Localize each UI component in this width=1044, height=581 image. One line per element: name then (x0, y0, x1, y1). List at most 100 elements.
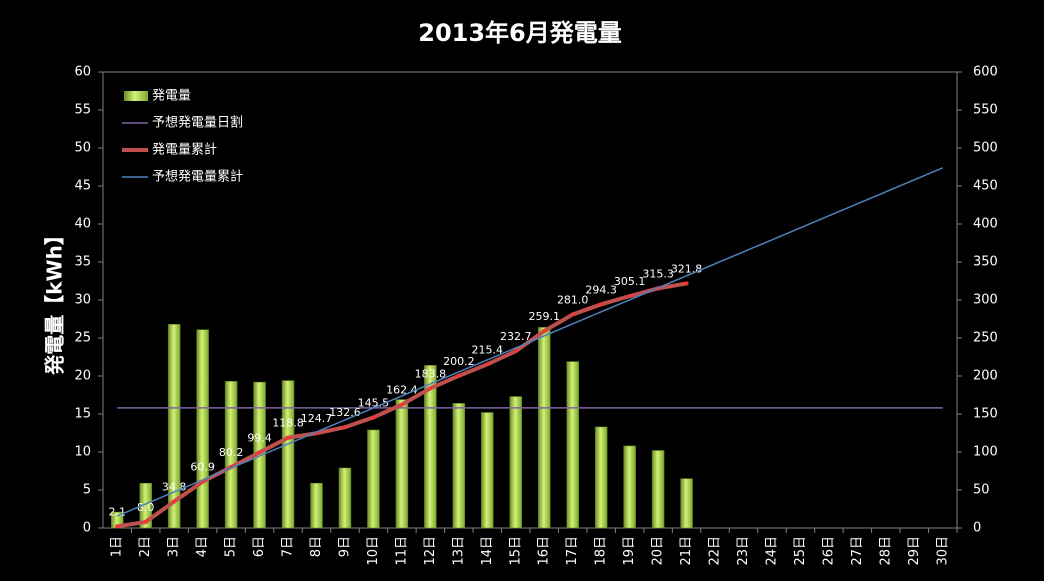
chart-title: 2013年6月発電量 (418, 19, 622, 47)
marker (599, 302, 604, 307)
x-tick-label: 28日 (878, 536, 893, 566)
bar (338, 467, 352, 529)
y2-tick-label: 550 (973, 103, 998, 118)
y-tick-label: 20 (74, 369, 91, 384)
data-label: 321.8 (671, 262, 703, 275)
marker (513, 349, 518, 354)
y2-tick-label: 150 (973, 407, 998, 422)
y-axis-label: 発電量【kWh】 (43, 225, 67, 376)
data-label: 124.7 (301, 412, 333, 425)
bar (367, 429, 380, 529)
legend-label: 予想発電量日割 (152, 115, 243, 131)
data-label: 132.6 (329, 406, 361, 419)
bar (537, 327, 551, 529)
y-tick-label: 25 (74, 331, 91, 346)
bar (424, 365, 437, 529)
x-tick-label: 30日 (935, 536, 950, 566)
legend-swatch (124, 91, 148, 101)
y2-tick-label: 250 (973, 331, 998, 346)
y-tick-label: 35 (74, 255, 91, 270)
x-tick-label: 27日 (850, 536, 865, 566)
bar (566, 361, 579, 529)
marker (570, 312, 575, 317)
x-tick-label: 23日 (736, 536, 751, 566)
x-tick-label: 17日 (565, 536, 580, 566)
x-tick-label: 29日 (907, 536, 922, 566)
y2-tick-label: 0 (973, 521, 981, 536)
legend-label: 発電量 (152, 89, 191, 104)
marker (172, 499, 177, 504)
y-tick-label: 40 (74, 217, 91, 232)
bar (196, 329, 209, 529)
y-tick-label: 50 (74, 141, 91, 156)
bar (395, 399, 409, 529)
x-tick-label: 13日 (451, 536, 466, 566)
marker (485, 362, 490, 367)
x-tick-label: 9日 (337, 536, 352, 557)
y2-tick-label: 450 (973, 179, 998, 194)
x-tick-label: 6日 (252, 536, 267, 557)
x-tick-label: 16日 (537, 536, 552, 566)
data-label: 34.8 (162, 481, 187, 494)
data-label: 281.0 (557, 293, 589, 306)
marker (257, 450, 262, 455)
bar (680, 478, 693, 529)
bar (452, 403, 466, 529)
data-label: 162.4 (386, 384, 418, 397)
data-label: 200.2 (443, 355, 475, 368)
marker (684, 281, 689, 286)
data-label: 118.8 (272, 417, 304, 430)
bar (167, 324, 181, 529)
data-label: 232.7 (500, 330, 532, 343)
legend-label: 予想発電量累計 (152, 169, 243, 185)
y-tick-label: 55 (74, 103, 91, 118)
y-tick-label: 0 (83, 521, 91, 536)
data-label: 8.0 (137, 501, 155, 514)
data-label: 259.1 (528, 310, 560, 323)
bar (651, 450, 665, 529)
y2-tick-label: 500 (973, 141, 998, 156)
bar (594, 426, 608, 529)
x-tick-label: 11日 (394, 536, 409, 566)
y-tick-label: 30 (74, 293, 91, 308)
data-label: 145.5 (358, 396, 390, 409)
bar (481, 412, 494, 529)
x-tick-label: 22日 (708, 536, 723, 566)
x-tick-label: 15日 (508, 536, 523, 566)
y2-tick-label: 600 (973, 65, 998, 80)
x-tick-label: 10日 (366, 536, 381, 566)
y2-tick-label: 100 (973, 445, 998, 460)
plot-area (102, 71, 958, 529)
bar (310, 482, 323, 529)
marker (143, 519, 148, 524)
marker (342, 425, 347, 430)
marker (399, 402, 404, 407)
data-label: 60.9 (190, 461, 215, 474)
bar (623, 445, 636, 529)
data-label: 305.1 (614, 275, 646, 288)
x-tick-label: 20日 (651, 536, 666, 566)
marker (456, 373, 461, 378)
x-tick-label: 3日 (167, 536, 182, 557)
bar (224, 381, 238, 529)
y-tick-label: 5 (83, 483, 91, 498)
y2-tick-label: 400 (973, 217, 998, 232)
y2-tick-label: 350 (973, 255, 998, 270)
data-label: 215.4 (472, 343, 504, 356)
y2-tick-label: 200 (973, 369, 998, 384)
x-tick-label: 21日 (679, 536, 694, 566)
data-label: 80.2 (219, 446, 244, 459)
marker (428, 386, 433, 391)
marker (371, 415, 376, 420)
data-label: 294.3 (585, 283, 617, 296)
y-tick-label: 60 (74, 65, 91, 80)
marker (542, 329, 547, 334)
x-tick-label: 2日 (138, 536, 153, 557)
marker (627, 294, 632, 299)
y-tick-label: 10 (74, 445, 91, 460)
x-tick-label: 24日 (764, 536, 779, 566)
x-tick-label: 8日 (309, 536, 324, 557)
data-label: 183.8 (415, 367, 447, 380)
data-label: 315.3 (642, 267, 674, 280)
